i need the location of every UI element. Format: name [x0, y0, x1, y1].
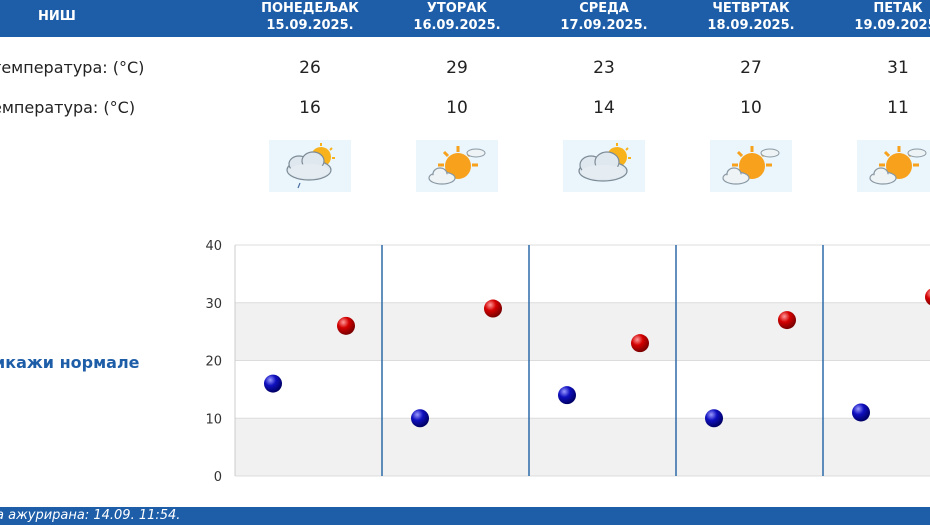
max-temp-point: [484, 299, 502, 318]
day-header-wed: СРЕДА 17.09.2025.: [529, 1, 679, 34]
max-temp-value: 26: [299, 58, 321, 78]
y-tick-label: 20: [205, 355, 222, 370]
min-temp-point: [411, 409, 429, 428]
min-temp-point: [264, 374, 282, 393]
day-date: 17.09.2025.: [560, 18, 648, 33]
chart-band: [235, 418, 930, 476]
y-tick-label: 10: [205, 412, 222, 427]
day-name: ПОНЕДЕЉАК: [261, 1, 359, 16]
footer-bar: а ажурирана: 14.09. 11:54.: [0, 507, 930, 525]
last-updated-text: а ажурирана: 14.09. 11:54.: [0, 508, 181, 523]
max-temp-point: [337, 316, 355, 335]
min-temp-point: [558, 386, 576, 405]
min-temp-point: [705, 409, 723, 428]
min-temp-value: 10: [740, 98, 762, 118]
max-temp-label: температура: (°C): [0, 58, 145, 77]
max-temp-point: [778, 311, 796, 330]
y-tick-label: 30: [205, 297, 222, 312]
min-temp-point: [852, 403, 870, 422]
min-temp-value: 16: [299, 98, 321, 118]
sun-cloud-icon: [416, 140, 498, 192]
forecast-header: НИШ ПОНЕДЕЉАК 15.09.2025. УТОРАК 16.09.2…: [0, 0, 930, 37]
max-temp-value: 27: [740, 58, 762, 78]
day-name: СРЕДА: [579, 1, 629, 16]
sun-cloud-icon: [857, 140, 930, 192]
day-header-fri: ПЕТАК 19.09.2025.: [823, 1, 930, 34]
y-tick-label: 0: [214, 470, 222, 485]
max-temp-point: [631, 334, 649, 353]
city-name: НИШ: [38, 9, 76, 24]
show-normals-link[interactable]: икажи нормале: [0, 353, 140, 372]
day-date: 16.09.2025.: [413, 18, 501, 33]
day-date: 15.09.2025.: [266, 18, 354, 33]
day-name: УТОРАК: [426, 1, 488, 16]
min-temp-value: 11: [887, 98, 909, 118]
day-date: 19.09.2025.: [854, 18, 930, 33]
chart-band: [235, 245, 930, 303]
cloud-sun-icon: [563, 140, 645, 192]
max-temp-value: 29: [446, 58, 468, 78]
cloud-sun-rain-icon: [269, 140, 351, 192]
day-name: ЧЕТВРТАК: [712, 1, 790, 16]
max-temp-value: 23: [593, 58, 615, 78]
max-temp-value: 31: [887, 58, 909, 78]
day-name: ПЕТАК: [873, 1, 923, 16]
day-date: 18.09.2025.: [707, 18, 795, 33]
min-temp-value: 14: [593, 98, 615, 118]
min-temp-value: 10: [446, 98, 468, 118]
day-header-tue: УТОРАК 16.09.2025.: [382, 1, 532, 34]
day-header-mon: ПОНЕДЕЉАК 15.09.2025.: [235, 1, 385, 34]
chart-band: [235, 360, 930, 419]
sun-cloud-icon: [710, 140, 792, 192]
y-tick-label: 40: [205, 239, 222, 254]
max-temp-point: [925, 288, 930, 306]
day-header-thu: ЧЕТВРТАК 18.09.2025.: [676, 1, 826, 34]
min-temp-label: емпература: (°C): [0, 98, 136, 117]
